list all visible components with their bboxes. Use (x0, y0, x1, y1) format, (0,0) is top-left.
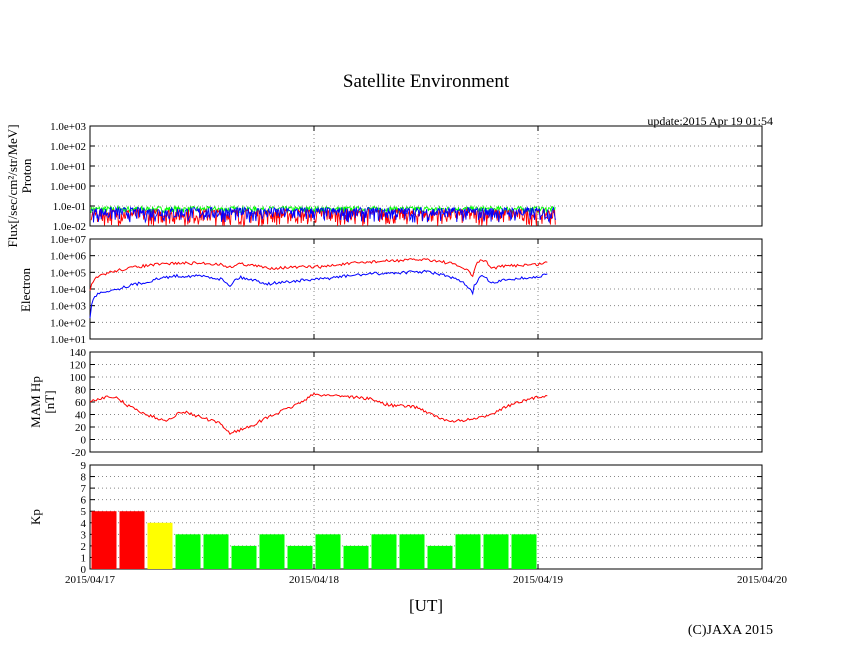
y-tick-label: 1 (81, 552, 87, 564)
kp-bar (427, 545, 453, 569)
y-tick-label: 0 (81, 564, 87, 576)
y-tick-label: 1.0e+00 (50, 181, 86, 193)
x-axis-label: [UT] (409, 596, 443, 615)
y-tick-label: 20 (75, 422, 87, 434)
panel-frame (89, 464, 763, 570)
kp-bar (259, 534, 285, 569)
y-axis-label: Proton (19, 158, 34, 193)
x-tick-label: 2015/04/18 (289, 574, 340, 586)
proton-series-line (90, 204, 556, 215)
electron-series-line (89, 269, 548, 319)
kp-bar (119, 511, 145, 569)
y-tick-label: 60 (75, 397, 87, 409)
kp-bar (511, 534, 537, 569)
y-tick-label: 1.0e+06 (50, 251, 86, 263)
kp-bar (203, 534, 229, 569)
y-tick-label: 4 (81, 518, 87, 530)
kp-bar (91, 511, 117, 569)
panel-frame (89, 125, 763, 227)
y-tick-label: 2 (81, 541, 87, 553)
y-tick-label: 1.0e+02 (50, 141, 86, 153)
panel-electron: 1.0e+01 1.0e+02 1.0e+03 1.0e+04 1.0e+05 1.0e+… (18, 234, 763, 346)
y-tick-label: 1.0e-02 (53, 221, 86, 233)
x-tick-label: 2015/04/17 (65, 574, 116, 586)
kp-bar (147, 522, 173, 569)
kp-bar (231, 545, 257, 569)
kp-bar (175, 534, 201, 569)
y-tick-label: 1.0e+04 (50, 284, 86, 296)
y-tick-label: -20 (71, 447, 86, 459)
y-tick-label: 80 (75, 385, 87, 397)
update-timestamp: update:2015 Apr 19 01:54 (647, 114, 773, 128)
proton-series-line (91, 206, 556, 224)
y-tick-label: 6 (81, 495, 87, 507)
y-axis-label: Flux[/sec/cm²/str/MeV] (5, 124, 20, 247)
y-tick-label: 120 (70, 360, 87, 372)
y-tick-label: 9 (81, 460, 87, 472)
kp-bar (455, 534, 481, 569)
y-tick-label: 1.0e+05 (50, 267, 86, 279)
y-tick-label: 1.0e+03 (50, 121, 86, 133)
mam-hp-series-line (89, 392, 548, 435)
y-tick-label: 5 (81, 506, 87, 518)
chart-title: Satellite Environment (343, 71, 510, 92)
kp-bar (315, 534, 341, 569)
y-tick-label: 1.0e+07 (50, 234, 86, 246)
kp-bar (343, 545, 369, 569)
panel-proton: 1.0e-02 1.0e-01 1.0e+00 1.0e+01 1.0e+02 1.0e+… (5, 121, 763, 248)
electron-series-line (89, 258, 548, 291)
kp-bar (287, 545, 313, 569)
y-axis-label: MAM Hp (28, 376, 43, 428)
kp-bar (483, 534, 509, 569)
y-tick-label: 1.0e-01 (53, 201, 86, 213)
y-axis-label: Kp (28, 509, 43, 525)
y-tick-label: 7 (81, 483, 87, 495)
chart-panels: 1.0e-021.0e-011.0e+001.0e+011.0e+021.0e+… (5, 121, 788, 586)
y-tick-label: 1.0e+02 (50, 317, 86, 329)
y-tick-label: 1.0e+03 (50, 301, 86, 313)
kp-bar (399, 534, 425, 569)
x-tick-label: 2015/04/20 (737, 574, 788, 586)
y-tick-label: 0 (81, 435, 87, 447)
y-axis-label: Electron (18, 267, 33, 312)
y-tick-label: 1.0e+01 (50, 161, 86, 173)
y-tick-label: 1.0e+01 (50, 334, 86, 346)
copyright-text: (C)JAXA 2015 (688, 623, 773, 638)
y-tick-label: 140 (70, 347, 87, 359)
y-tick-label: 40 (75, 410, 87, 422)
y-tick-label: 100 (70, 372, 87, 384)
x-tick-label: 2015/04/19 (513, 574, 564, 586)
kp-bar (371, 534, 397, 569)
y-tick-label: 3 (81, 529, 87, 541)
y-tick-label: 8 (81, 472, 87, 484)
y-axis-label: [nT] (42, 390, 57, 413)
